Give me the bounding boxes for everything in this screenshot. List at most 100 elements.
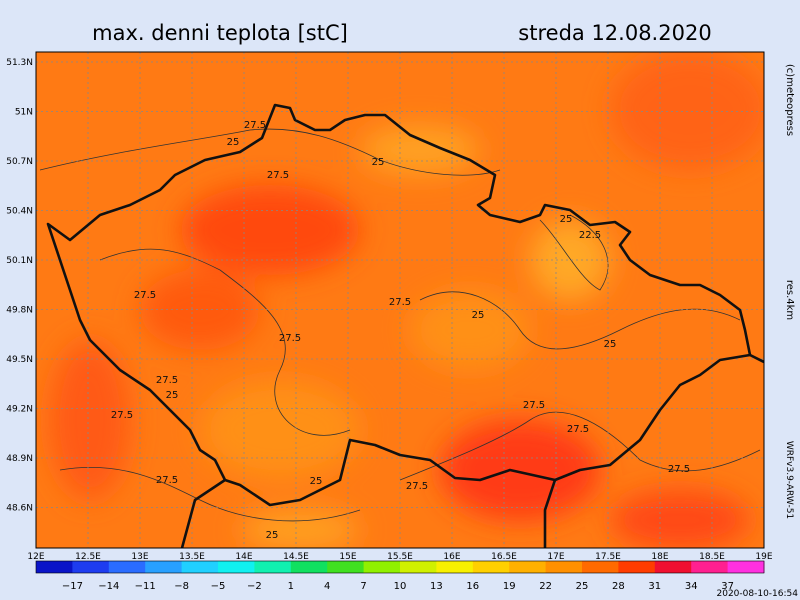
colorbar-label: 28	[612, 581, 625, 592]
contour-label: 27.5	[668, 464, 690, 475]
colorbar-swatch	[618, 561, 656, 573]
colorbar-swatch	[218, 561, 255, 573]
colorbar-label: 13	[430, 581, 443, 592]
contour-label: 27.5	[111, 410, 133, 421]
colorbar-swatch	[727, 561, 765, 573]
colorbar-label: 4	[324, 581, 330, 592]
colorbar-label: 16	[466, 581, 479, 592]
map	[36, 52, 764, 548]
contour-label: 27.5	[134, 290, 156, 301]
model: WRFv3.9-ARW-51	[784, 441, 794, 519]
contour-label: 27.5	[279, 333, 301, 344]
lat-label: 50.7N	[6, 157, 33, 167]
colorbar-swatch	[254, 561, 292, 573]
colorbar-swatch	[472, 561, 510, 573]
copyright: (c)meteopress	[784, 64, 795, 136]
colorbar-swatch	[400, 561, 437, 573]
colorbar-swatch	[509, 561, 547, 573]
lat-label: 49.5N	[6, 355, 33, 365]
colorbar-label: 31	[648, 581, 661, 592]
contour-label: 25	[227, 137, 240, 148]
lon-label: 17E	[547, 552, 564, 562]
contour-label: 25	[266, 530, 279, 541]
lon-label: 16.5E	[491, 552, 517, 562]
lat-label: 50.4N	[6, 207, 33, 217]
resolution: res.4km	[784, 280, 795, 320]
colorbar-label: −14	[98, 581, 119, 592]
temperature-patches	[50, 52, 764, 548]
colorbar-label: 1	[288, 581, 294, 592]
colorbar-label: 37	[721, 581, 734, 592]
colorbar-swatch	[691, 561, 729, 573]
contour-label: 27.5	[389, 297, 411, 308]
colorbar-label: 34	[685, 581, 698, 592]
colorbar-swatch	[327, 561, 365, 573]
contour-label: 25	[604, 339, 617, 350]
lon-label: 15E	[339, 552, 356, 562]
contour-label: 25	[472, 310, 485, 321]
colorbar-label: −2	[247, 581, 262, 592]
lat-label: 50.1N	[6, 256, 33, 266]
colorbar-label: −17	[62, 581, 83, 592]
graticule	[36, 52, 764, 548]
colorbar-label: −8	[174, 581, 189, 592]
contour-label: 27.5	[567, 424, 589, 435]
colorbar-swatch	[145, 561, 183, 573]
lon-label: 12E	[27, 552, 44, 562]
timestamp: 2020-08-10-16:54	[717, 589, 799, 599]
colorbar-swatch	[181, 561, 219, 573]
lon-label: 14E	[235, 552, 252, 562]
colorbar-swatch	[654, 561, 692, 573]
colorbar-label: 25	[576, 581, 589, 592]
lat-label: 49.2N	[6, 405, 33, 415]
colorbar-swatch	[290, 561, 328, 573]
lon-label: 13E	[131, 552, 148, 562]
colorbar-label: 19	[503, 581, 516, 592]
lon-label: 16E	[443, 552, 460, 562]
colorbar-swatch	[72, 561, 110, 573]
contour-label: 25	[166, 390, 179, 401]
map-frame	[35, 51, 765, 549]
lon-label: 14.5E	[283, 552, 309, 562]
lon-label: 12.5E	[75, 552, 101, 562]
lon-label: 19E	[755, 552, 772, 562]
colorbar-swatch	[582, 561, 619, 573]
colorbar-swatch	[436, 561, 474, 573]
colorbar-frame	[35, 560, 765, 574]
colorbar-swatch	[545, 561, 583, 573]
colorbar-swatch	[36, 561, 73, 573]
colorbar-swatch	[363, 561, 401, 573]
lat-label: 49.8N	[6, 306, 33, 316]
colorbar-label: 10	[394, 581, 407, 592]
colorbar-label: 22	[539, 581, 552, 592]
contour-label: 27.5	[406, 481, 428, 492]
contour-label: 27.5	[523, 400, 545, 411]
contours	[39, 128, 761, 522]
lon-label: 17.5E	[595, 552, 621, 562]
lat-label: 48.9N	[6, 454, 33, 464]
contour-label: 27.5	[267, 170, 289, 181]
colorbar-label: −5	[211, 581, 226, 592]
contour-label: 25	[560, 214, 573, 225]
lon-label: 13.5E	[179, 552, 205, 562]
colorbar-swatch	[108, 561, 146, 573]
contour-label: 25	[310, 476, 323, 487]
lat-label: 51.3N	[6, 58, 33, 68]
lat-label: 51N	[15, 108, 33, 118]
generated: 51.3N 51N 50.7N 50.4N 50.1N 49.8N 49.5N 49.2N 48…	[6, 58, 773, 592]
lon-label: 15.5E	[387, 552, 413, 562]
date: streda 12.08.2020	[518, 21, 711, 45]
contour-label: 25	[372, 157, 385, 168]
contour-label: 27.5	[156, 375, 178, 386]
title: max. denni teplota [stC]	[92, 21, 348, 45]
lon-label: 18E	[651, 552, 668, 562]
lat-label: 48.6N	[6, 504, 33, 514]
contour-label: 27.5	[156, 475, 178, 486]
contour-label: 27.5	[244, 120, 266, 131]
contour-label: 22.5	[579, 230, 601, 241]
lon-label: 18.5E	[699, 552, 725, 562]
colorbar-label: 7	[360, 581, 366, 592]
colorbar-label: −11	[135, 581, 156, 592]
borders	[46, 103, 764, 548]
